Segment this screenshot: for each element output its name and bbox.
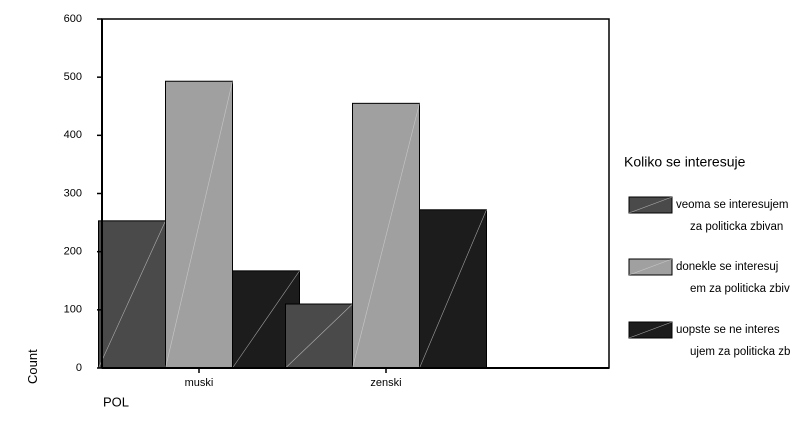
y-axis-title: Count [25, 349, 40, 384]
y-tick-label: 300 [64, 187, 82, 199]
x-axis: muski zenski [102, 367, 609, 389]
legend-label-line2: za politicka zbivan [690, 221, 783, 233]
bar-diagonal [98, 220, 166, 369]
y-tick-label: 200 [64, 246, 82, 258]
bar-diagonal [352, 103, 420, 369]
legend-label-line1: uopste se ne interes [676, 324, 780, 336]
legend-title: Koliko se interesuje [624, 154, 746, 170]
y-axis: 0 100 200 300 400 500 600 [64, 13, 103, 374]
x-tick-label: muski [185, 377, 214, 389]
y-tick-label: 0 [76, 362, 82, 374]
legend-label-line2: ujem za politicka zb [690, 346, 790, 358]
legend-swatch-diagonal [628, 258, 673, 276]
bar-diagonal [165, 81, 233, 369]
legend: veoma se interesujem za politicka zbivan d… [628, 196, 790, 358]
y-tick-label: 600 [64, 13, 82, 25]
legend-label-line2: em za politicka zbiv [690, 283, 790, 295]
legend-swatch-diagonal [628, 321, 673, 339]
y-tick-label: 100 [64, 304, 82, 316]
x-tick-label: zenski [370, 377, 401, 389]
legend-label-line1: donekle se interesuj [676, 261, 778, 273]
bar-diagonal [232, 270, 300, 369]
bar-diagonal [285, 303, 353, 369]
x-axis-title: POL [103, 394, 129, 409]
y-tick-label: 500 [64, 71, 82, 83]
legend-swatch-diagonal [628, 196, 673, 214]
y-tick-label: 400 [64, 129, 82, 141]
bar-diagonal [419, 209, 487, 369]
legend-label-line1: veoma se interesujem [676, 199, 789, 211]
bars-group [98, 80, 487, 369]
